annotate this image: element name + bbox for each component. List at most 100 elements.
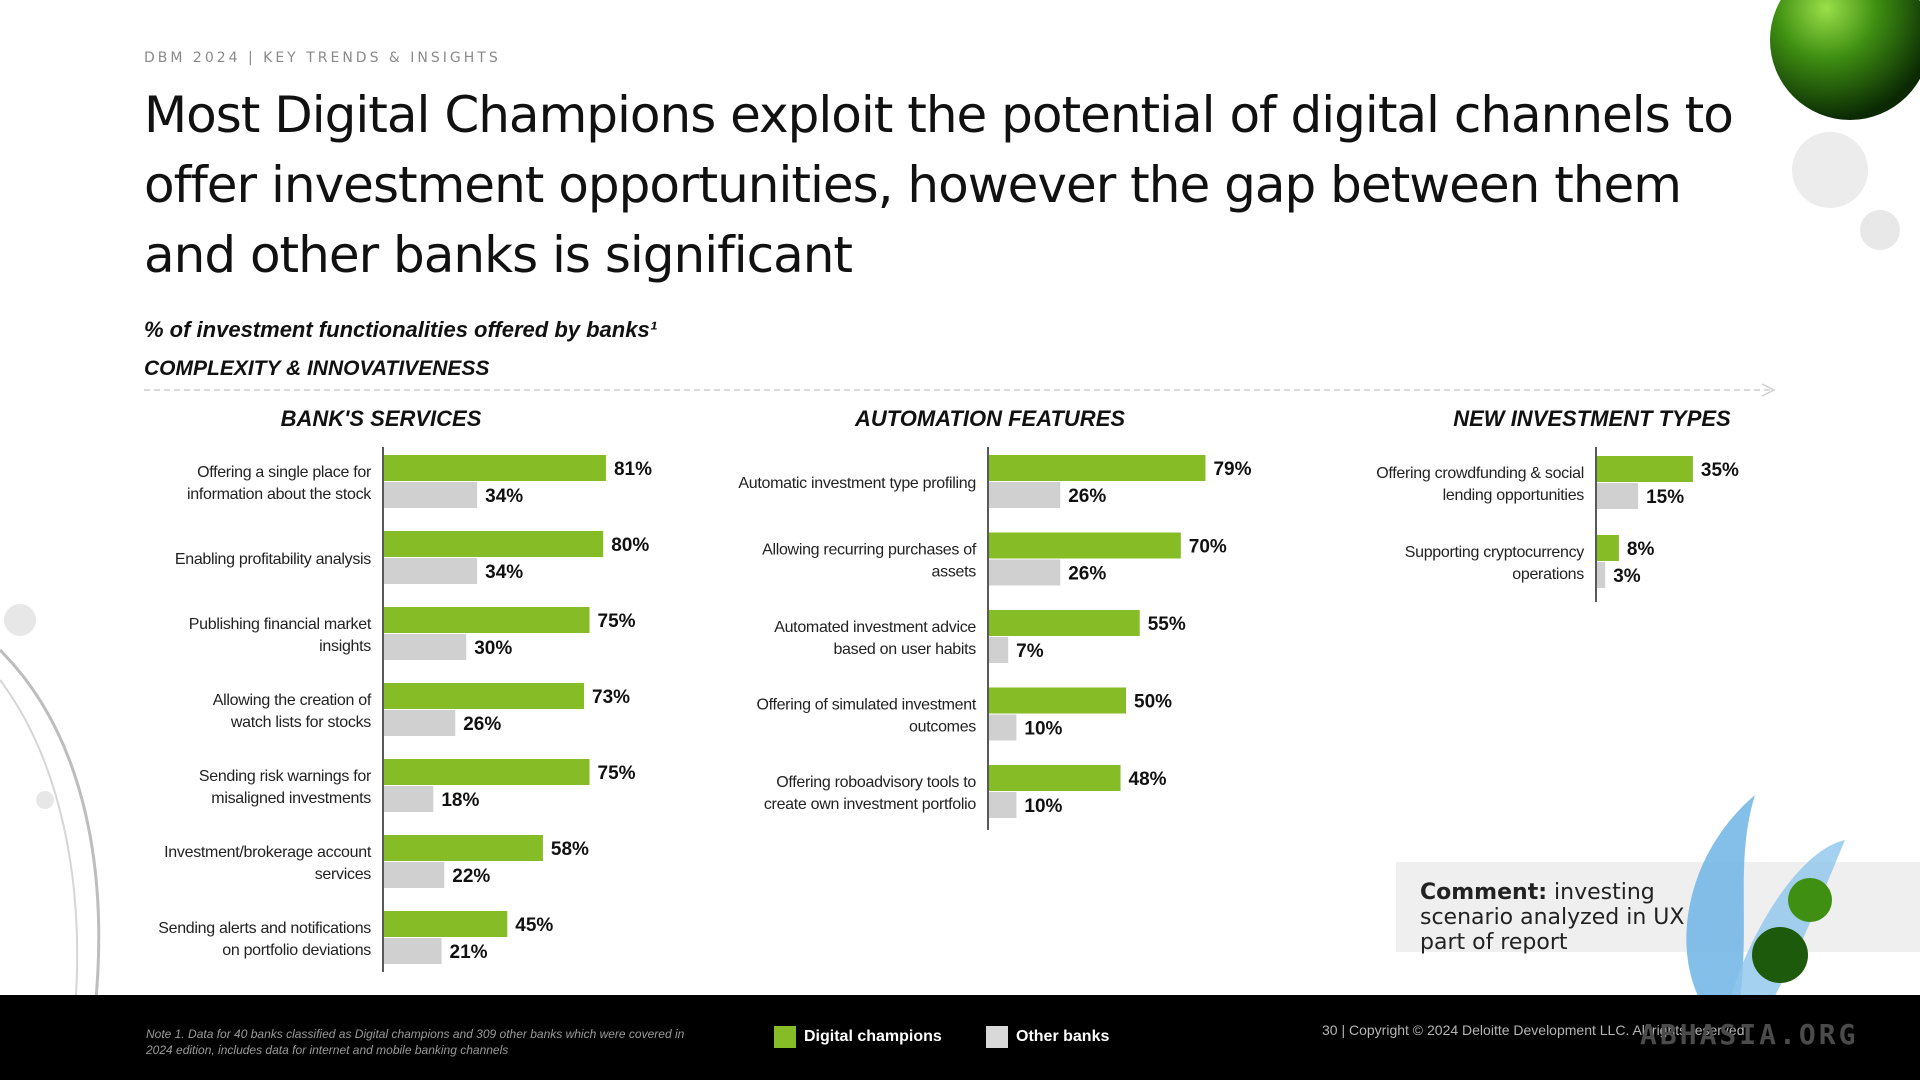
comment-label: Comment:	[1420, 880, 1548, 905]
bar-charts: 81% 34% Offering a single place for informa…	[158, 447, 1739, 972]
header-label: DBM 2024 | KEY TRENDS & INSIGHTS	[144, 50, 501, 66]
other-banks-bar	[384, 482, 478, 508]
other-banks-value-label: 21%	[450, 942, 488, 963]
other-banks-value-label: 34%	[485, 562, 523, 583]
decorative-arcs-left	[0, 604, 101, 1010]
champions-value-label: 80%	[611, 535, 649, 556]
category-label: Sending alerts and notifications	[158, 920, 371, 937]
copyright-text: 30 | Copyright © 2024 Deloitte Developme…	[1322, 1022, 1749, 1038]
champions-value-label: 50%	[1134, 692, 1172, 713]
category-label: lending opportunities	[1443, 487, 1585, 504]
category-label: Allowing recurring purchases of	[762, 542, 977, 559]
comment-body: investing scenario analyzed in UX part o…	[1420, 880, 1685, 955]
champions-value-label: 58%	[551, 839, 589, 860]
champions-bar	[989, 687, 1126, 714]
other-banks-value-label: 34%	[485, 486, 523, 507]
other-banks-bar	[989, 482, 1061, 508]
watermark: ABHASIA.ORG	[1640, 1018, 1859, 1051]
legend-label-champions: Digital champions	[804, 1028, 942, 1045]
category-label: Offering roboadvisory tools to	[776, 774, 976, 791]
champions-bar	[384, 455, 606, 481]
other-banks-bar	[989, 792, 1017, 818]
other-banks-bar	[1597, 483, 1639, 509]
other-banks-value-label: 10%	[1024, 719, 1062, 740]
champions-value-label: 70%	[1189, 537, 1227, 558]
champions-value-label: 55%	[1148, 614, 1186, 635]
champions-bar	[384, 607, 590, 633]
other-banks-bar	[989, 637, 1009, 663]
decorative-feather	[1686, 795, 1845, 1005]
category-label: Supporting cryptocurrency	[1405, 544, 1585, 561]
champions-value-label: 48%	[1129, 769, 1167, 790]
category-label: insights	[319, 638, 371, 655]
champions-value-label: 75%	[598, 611, 636, 632]
chart-subtitle: % of investment functionalities offered …	[144, 317, 658, 342]
category-label: Investment/brokerage account	[164, 844, 372, 861]
other-banks-bar	[384, 634, 467, 660]
other-banks-value-label: 3%	[1613, 566, 1641, 587]
category-label: outcomes	[909, 719, 976, 736]
champions-bar	[1597, 456, 1693, 482]
legend-swatch-champions	[774, 1026, 796, 1048]
category-label: services	[315, 866, 372, 883]
other-banks-bar	[384, 862, 445, 888]
decorative-sphere-top	[1770, 0, 1920, 250]
champions-bar	[989, 532, 1181, 559]
champions-value-label: 73%	[592, 687, 630, 708]
other-banks-value-label: 30%	[474, 638, 512, 659]
other-banks-bar	[989, 714, 1017, 741]
other-banks-bar	[384, 786, 434, 812]
champions-bar	[989, 455, 1206, 481]
other-banks-value-label: 15%	[1646, 487, 1684, 508]
comment-text: Comment: investing scenario analyzed in …	[1420, 880, 1720, 955]
other-banks-bar	[384, 938, 442, 964]
champions-value-label: 75%	[598, 763, 636, 784]
champions-value-label: 45%	[515, 915, 553, 936]
champions-bar	[384, 759, 590, 785]
champions-bar	[989, 765, 1121, 791]
category-label: information about the stock	[187, 486, 372, 503]
category-label: Automatic investment type profiling	[738, 475, 976, 492]
other-banks-bar	[989, 559, 1061, 586]
other-banks-bar	[384, 558, 478, 584]
other-banks-bar	[1597, 562, 1606, 588]
champions-value-label: 8%	[1627, 539, 1655, 560]
champions-value-label: 35%	[1701, 460, 1739, 481]
other-banks-value-label: 26%	[1068, 486, 1106, 507]
champions-bar	[384, 683, 585, 709]
category-label: Automated investment advice	[774, 619, 976, 636]
category-label: Sending risk warnings for	[199, 768, 372, 785]
panel-title-new-investment-types: NEW INVESTMENT TYPES	[1453, 406, 1731, 431]
category-label: based on user habits	[833, 641, 976, 658]
category-label: on portfolio deviations	[222, 942, 371, 959]
category-label: misaligned investments	[211, 790, 371, 807]
champions-bar	[989, 610, 1140, 636]
other-banks-value-label: 22%	[452, 866, 490, 887]
other-banks-bar	[384, 710, 456, 736]
complexity-label: COMPLEXITY & INNOVATIVENESS	[144, 357, 490, 380]
category-label: operations	[1512, 566, 1584, 583]
legend-swatch-others	[986, 1026, 1008, 1048]
category-label: Publishing financial market	[189, 616, 372, 633]
complexity-arrow	[144, 383, 1776, 397]
category-label: Offering crowdfunding & social	[1376, 465, 1584, 482]
champions-bar	[384, 531, 604, 557]
footnote: Note 1. Data for 40 banks classified as …	[146, 1027, 685, 1057]
legend-item-champions: Digital champions	[774, 1026, 942, 1048]
champions-value-label: 79%	[1213, 459, 1251, 480]
panel-title-automation-features: AUTOMATION FEATURES	[854, 406, 1126, 431]
category-label: assets	[932, 564, 977, 581]
legend-label-others: Other banks	[1016, 1028, 1110, 1045]
other-banks-value-label: 26%	[1068, 564, 1106, 585]
legend-item-others: Other banks	[986, 1026, 1109, 1048]
category-label: Allowing the creation of	[213, 692, 372, 709]
champions-bar	[384, 835, 543, 861]
panel-title-bank-services: BANK'S SERVICES	[280, 406, 482, 431]
other-banks-value-label: 10%	[1024, 796, 1062, 817]
footer	[0, 995, 1920, 1080]
category-label: Offering a single place for	[197, 464, 372, 481]
category-label: Enabling profitability analysis	[175, 551, 371, 568]
comment-box: Comment: investing scenario analyzed in …	[1396, 862, 1920, 955]
champions-bar	[1597, 535, 1619, 561]
category-label: create own investment portfolio	[764, 796, 977, 813]
